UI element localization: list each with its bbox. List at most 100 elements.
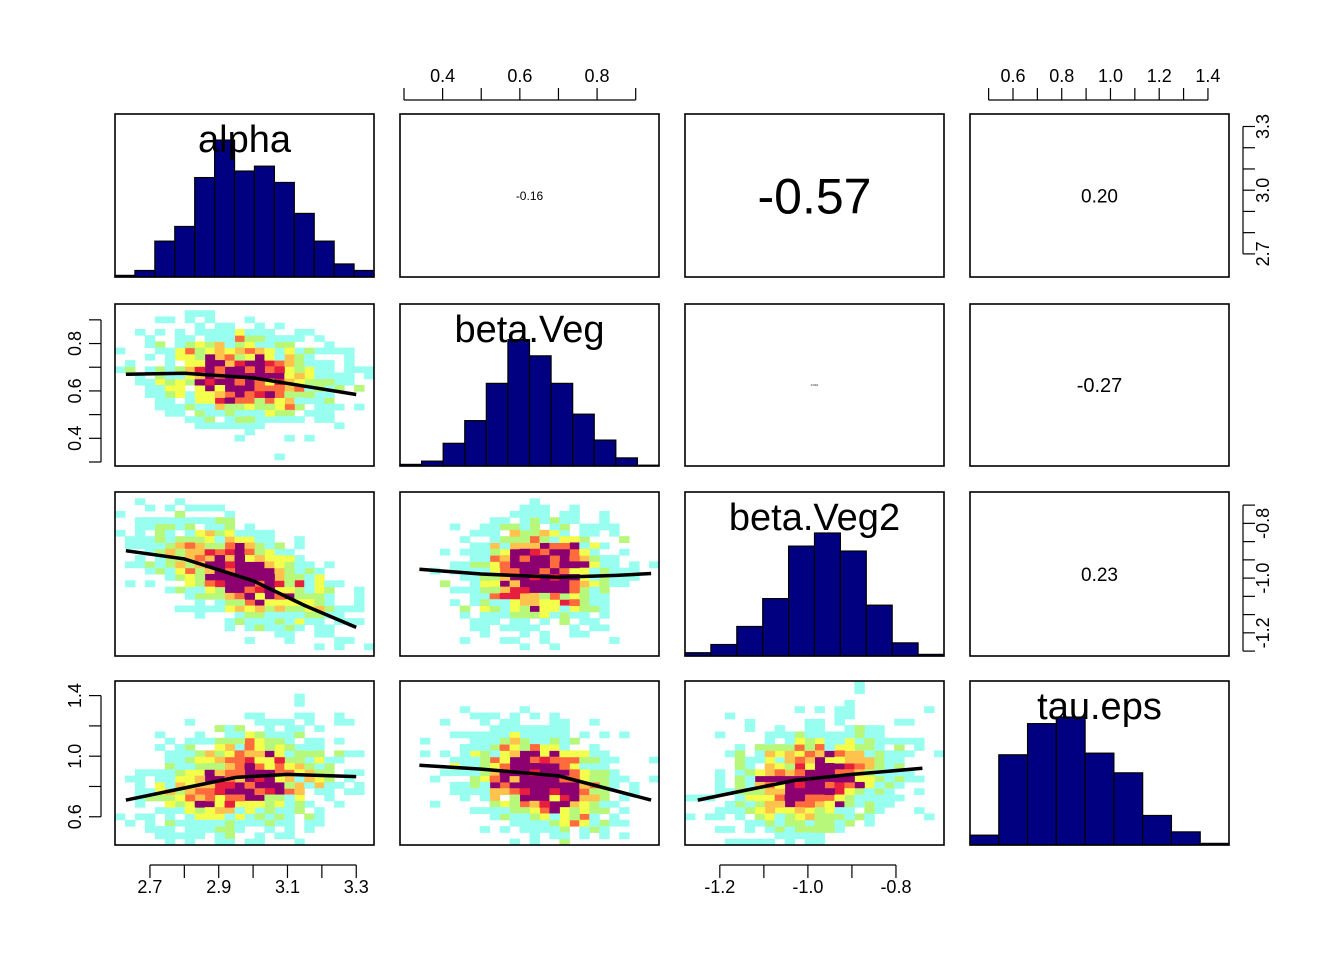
density-cell <box>234 555 245 562</box>
density-cell <box>264 555 275 562</box>
density-cell <box>234 328 245 336</box>
histogram-bar-tau-eps <box>1084 752 1115 846</box>
density-cell <box>224 353 236 361</box>
density-cell <box>144 504 156 512</box>
density-cell <box>324 403 335 411</box>
density-cell <box>254 763 265 770</box>
density-cell <box>619 819 630 827</box>
density-cell <box>529 504 540 512</box>
density-cell <box>144 523 156 531</box>
density-cell <box>264 725 275 732</box>
density-cell <box>549 769 560 777</box>
density-cell <box>589 775 600 783</box>
density-cell <box>144 788 156 796</box>
density-cell <box>194 567 206 575</box>
density-cell <box>519 605 530 613</box>
density-cell <box>194 555 206 562</box>
density-cell <box>549 744 560 751</box>
density-cell <box>194 548 206 556</box>
density-cell <box>449 561 461 569</box>
density-cell <box>784 781 796 789</box>
density-cell <box>194 385 206 392</box>
density-cell <box>304 763 315 770</box>
density-cell <box>254 366 265 374</box>
density-cell <box>274 555 285 562</box>
density-cell <box>834 750 845 758</box>
density-cell <box>124 360 136 367</box>
density-cell <box>264 328 275 336</box>
density-cell <box>214 347 226 355</box>
density-cell <box>244 807 255 814</box>
density-cell <box>344 360 355 367</box>
density-cell <box>204 542 216 550</box>
density-cell <box>304 391 315 398</box>
density-cell <box>609 800 620 808</box>
density-cell <box>894 781 905 789</box>
density-cell <box>569 592 580 600</box>
density-cell <box>559 819 570 827</box>
density-cell <box>294 378 305 386</box>
density-cell <box>629 567 640 575</box>
density-cell <box>509 624 521 632</box>
density-cell <box>864 750 875 758</box>
density-cell <box>914 737 925 745</box>
density-cell <box>164 523 176 531</box>
density-cell <box>864 794 875 802</box>
density-cell <box>784 731 796 739</box>
density-cell <box>194 605 206 613</box>
density-cell <box>254 335 265 342</box>
density-cell <box>344 353 355 361</box>
density-cell <box>814 706 825 714</box>
density-cell <box>509 731 521 739</box>
density-cell <box>824 763 835 770</box>
density-cell <box>704 813 716 821</box>
density-cell <box>479 574 491 581</box>
density-cell <box>354 592 365 600</box>
density-cell <box>479 731 491 739</box>
density-cell <box>284 744 295 751</box>
density-cell <box>469 618 481 625</box>
density-cell <box>764 775 776 783</box>
density-cell <box>284 548 295 556</box>
density-cell <box>539 611 550 619</box>
density-cell <box>589 529 600 537</box>
density-cell <box>294 536 305 543</box>
density-cell <box>154 523 166 531</box>
density-cell <box>234 737 245 745</box>
density-cell <box>774 731 786 739</box>
density-cell <box>714 731 726 739</box>
density-cell <box>744 826 756 833</box>
density-cell <box>154 775 166 783</box>
density-cell <box>579 630 590 638</box>
density-cell <box>744 800 756 808</box>
density-cell <box>539 744 550 751</box>
density-cell <box>794 788 806 796</box>
density-cell <box>214 605 226 613</box>
density-cell <box>764 737 776 745</box>
density-cell <box>144 385 156 392</box>
density-cell <box>489 763 501 770</box>
density-cell <box>874 750 885 758</box>
density-cell <box>854 744 865 751</box>
density-cell <box>834 775 845 783</box>
density-cell <box>324 624 335 632</box>
density-cell <box>304 372 315 380</box>
density-cell <box>449 769 461 777</box>
density-cell <box>174 378 186 386</box>
density-cell <box>559 756 570 764</box>
density-cell <box>274 718 285 726</box>
density-cell <box>164 756 176 764</box>
density-cell <box>294 693 305 701</box>
density-cell <box>184 763 196 770</box>
density-cell <box>539 504 550 512</box>
smoother-line-alpha-beta-veg <box>125 371 357 397</box>
density-cell <box>884 794 895 802</box>
density-cell <box>539 548 550 556</box>
tick-label: -0.8 <box>880 877 911 897</box>
density-cell <box>184 794 196 802</box>
density-cell <box>549 592 560 600</box>
density-cell <box>194 397 206 405</box>
density-cell <box>174 769 186 777</box>
density-cell <box>174 781 186 789</box>
density-cell <box>244 316 255 324</box>
